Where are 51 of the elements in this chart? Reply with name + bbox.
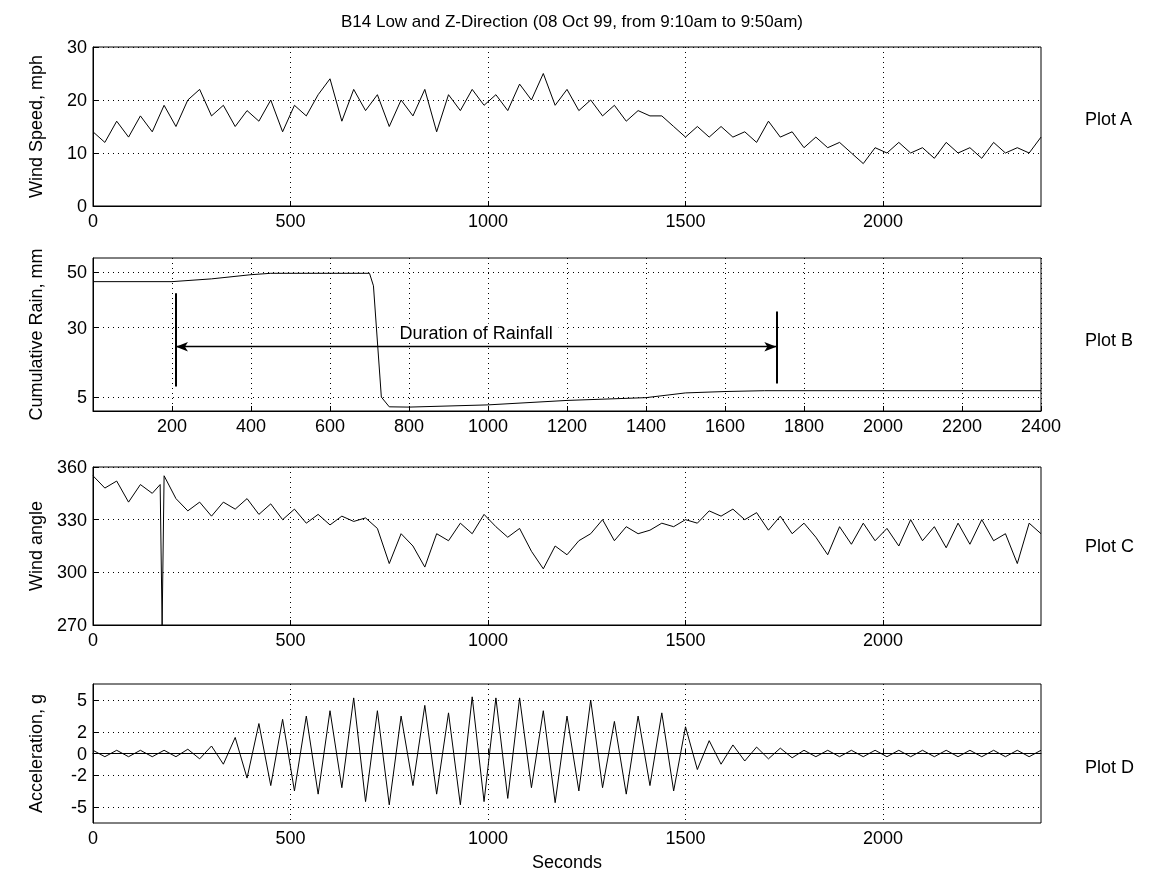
x-tick-label: 800 [393, 416, 425, 436]
text: Plot D [1085, 757, 1135, 777]
x-tick-label: 2000 [862, 416, 904, 436]
x-tick-label: 1200 [546, 416, 588, 436]
y-tick-label: -5 [70, 796, 87, 817]
y-tick-label: 10 [66, 143, 87, 163]
y-tick-label: 300 [56, 562, 87, 583]
y-tick-label: 5 [76, 387, 87, 408]
y-axis-title: Acceleration, g [26, 693, 46, 814]
x-tick-label: 1000 [467, 416, 509, 436]
x-tick-label: 1400 [625, 416, 667, 436]
y-tick-label: 5 [76, 690, 87, 711]
y-tick-label: 0 [76, 743, 87, 764]
x-tick-label: 200 [156, 416, 188, 436]
x-tick-label: 2000 [862, 211, 904, 231]
x-tick-label: 500 [275, 828, 306, 848]
x-tick-label: 500 [275, 630, 306, 650]
x-tick-label: 500 [275, 211, 306, 231]
y-tick-label: 20 [66, 90, 87, 110]
x-tick-label: 2200 [941, 416, 983, 436]
y-tick-label: 30 [66, 37, 87, 57]
text: Plot A [1085, 109, 1133, 129]
chart-title: B14 Low and Z-Direction (08 Oct 99, from 9:10am to 9:50am) [340, 12, 804, 31]
x-tick-label: 600 [314, 416, 346, 436]
y-tick-label: 0 [76, 196, 87, 216]
x-tick-label: 1500 [665, 828, 706, 848]
x-tick-label: 1000 [467, 211, 509, 231]
y-tick-label: 330 [56, 509, 87, 530]
x-tick-label: 1000 [467, 828, 509, 848]
x-tick-label: 1000 [467, 630, 509, 650]
x-tick-label: 400 [235, 416, 267, 436]
y-axis-title: Cumulative Rain, mm [26, 248, 46, 421]
x-tick-label: 1800 [783, 416, 825, 436]
y-axis-title: Wind angle [26, 500, 46, 592]
x-tick-label: 1500 [665, 211, 706, 231]
annotation: Duration of Rainfall [399, 322, 553, 343]
y-tick-label: -2 [70, 764, 87, 785]
y-tick-label: 50 [66, 261, 87, 282]
x-tick-label: 2000 [862, 828, 904, 848]
x-axis-title: Seconds [531, 852, 603, 872]
y-tick-label: 270 [56, 615, 87, 635]
text: Plot B [1085, 330, 1134, 350]
y-axis-title: Wind Speed, mph [26, 54, 46, 199]
x-tick-label: 1600 [704, 416, 746, 436]
x-tick-label: 2000 [862, 630, 904, 650]
y-tick-label: 2 [76, 722, 87, 743]
x-tick-label: 1500 [665, 630, 706, 650]
y-tick-label: 30 [66, 317, 87, 338]
text: Plot C [1085, 536, 1135, 556]
x-tick-label: 2400 [1020, 416, 1062, 436]
y-tick-label: 360 [56, 457, 87, 477]
